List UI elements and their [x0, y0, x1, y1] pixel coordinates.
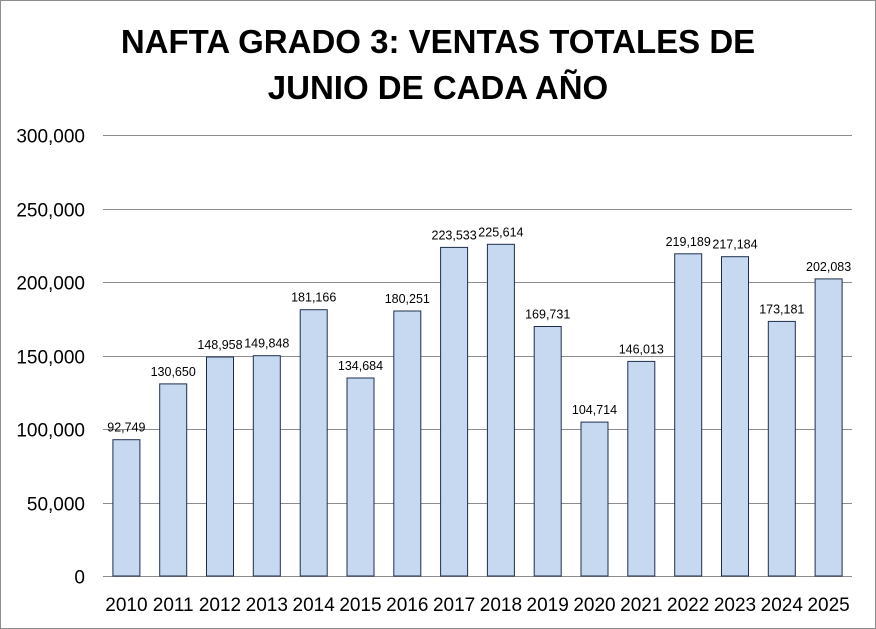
x-tick-label: 2019 — [527, 595, 569, 616]
bar — [299, 309, 328, 577]
x-tick-label: 2011 — [153, 595, 194, 616]
bar — [767, 320, 796, 577]
data-label: 134,684 — [338, 359, 383, 373]
bar — [486, 243, 515, 577]
data-label: 219,189 — [666, 235, 711, 249]
bar — [580, 421, 609, 577]
data-label: 180,251 — [385, 292, 430, 306]
x-tick-label: 2021 — [620, 595, 662, 616]
x-tick-label: 2022 — [667, 595, 709, 616]
x-tick-label: 2018 — [480, 595, 522, 616]
x-tick-label: 2016 — [386, 595, 428, 616]
data-label: 149,848 — [244, 337, 289, 351]
data-label: 202,083 — [806, 260, 851, 274]
x-tick-label: 2017 — [433, 595, 475, 616]
chart-title: NAFTA GRADO 3: VENTAS TOTALES DE JUNIO D… — [1, 19, 875, 111]
data-label: 181,166 — [291, 291, 336, 305]
data-label: 130,650 — [151, 365, 196, 379]
bar — [627, 360, 656, 577]
x-tick-label: 2025 — [807, 595, 849, 616]
bar — [159, 383, 188, 577]
bar — [721, 256, 749, 577]
x-tick-label: 2014 — [293, 595, 336, 616]
x-tick-label: 2012 — [199, 595, 241, 616]
data-label: 148,958 — [197, 338, 242, 352]
bar — [393, 310, 422, 577]
y-tick-label: 250,000 — [16, 201, 85, 222]
bar — [440, 246, 469, 577]
chart-title-line-1: NAFTA GRADO 3: VENTAS TOTALES DE — [120, 23, 756, 60]
data-label: 169,731 — [525, 308, 570, 322]
y-tick-label: 150,000 — [16, 348, 85, 369]
x-tick-label: 2010 — [105, 595, 147, 616]
bar — [533, 326, 562, 577]
bar — [112, 439, 141, 577]
x-tick-label: 2015 — [339, 595, 381, 616]
y-tick-label: 200,000 — [16, 274, 85, 295]
bar — [814, 278, 843, 577]
x-tick-label: 2013 — [246, 595, 288, 616]
data-label: 146,013 — [619, 342, 664, 356]
data-label: 173,181 — [759, 302, 804, 316]
y-tick-label: 0 — [74, 568, 85, 589]
data-label: 223,533 — [432, 228, 477, 242]
x-tick-label: 2020 — [573, 595, 615, 616]
chart-title-line-2: JUNIO DE CADA AÑO — [267, 69, 609, 106]
y-tick-label: 50,000 — [27, 495, 85, 516]
data-label: 104,714 — [572, 403, 617, 417]
bar — [674, 253, 703, 577]
bar — [252, 355, 281, 577]
data-label: 225,614 — [478, 225, 523, 239]
x-tick-label: 2023 — [714, 595, 756, 616]
bar — [346, 377, 375, 577]
y-tick-label: 300,000 — [16, 127, 85, 148]
data-label: 92,749 — [107, 421, 145, 435]
y-tick-label: 100,000 — [16, 421, 85, 442]
x-tick-label: 2024 — [761, 595, 804, 616]
bar — [206, 356, 234, 577]
data-label: 217,184 — [712, 238, 757, 252]
